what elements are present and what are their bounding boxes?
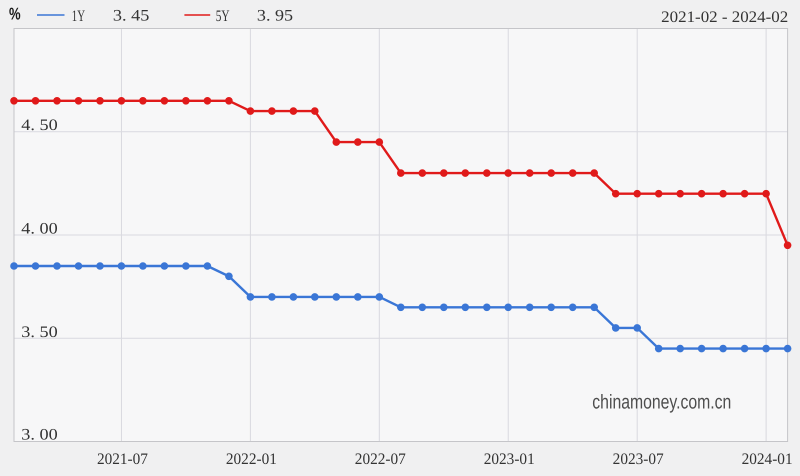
svg-text:2023-01: 2023-01 bbox=[484, 451, 535, 468]
svg-text:chinamoney.com.cn: chinamoney.com.cn bbox=[592, 391, 731, 413]
svg-text:%: % bbox=[9, 5, 21, 24]
svg-text:2024-01: 2024-01 bbox=[742, 451, 793, 468]
svg-text:2021-02 - 2024-02: 2021-02 - 2024-02 bbox=[661, 9, 788, 26]
svg-text:4. 50: 4. 50 bbox=[21, 117, 57, 134]
svg-text:1Y: 1Y bbox=[72, 8, 85, 25]
svg-text:3. 95: 3. 95 bbox=[257, 7, 293, 24]
svg-text:2022-01: 2022-01 bbox=[226, 451, 277, 468]
svg-text:2021-07: 2021-07 bbox=[97, 451, 148, 468]
svg-text:3. 45: 3. 45 bbox=[113, 7, 149, 24]
svg-text:3. 50: 3. 50 bbox=[21, 324, 57, 341]
svg-text:5Y: 5Y bbox=[216, 8, 230, 25]
svg-text:2022-07: 2022-07 bbox=[355, 451, 406, 468]
svg-text:3. 00: 3. 00 bbox=[21, 427, 57, 444]
svg-text:2023-07: 2023-07 bbox=[613, 451, 664, 468]
svg-text:4. 00: 4. 00 bbox=[21, 221, 57, 238]
